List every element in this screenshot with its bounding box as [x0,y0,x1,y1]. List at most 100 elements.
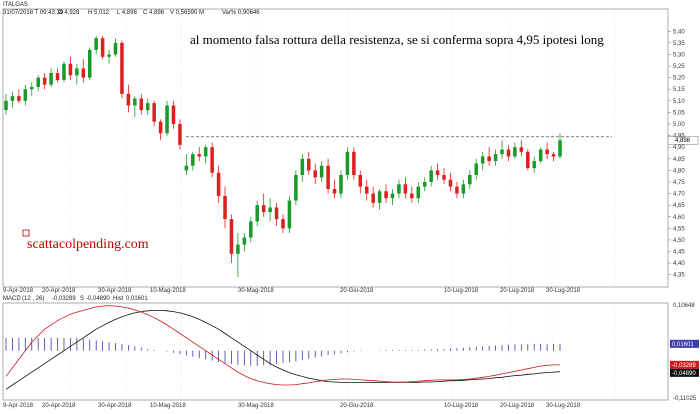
price-tick-label: 4,95 [673,134,685,140]
candle-body [442,175,446,180]
candle-body [49,73,53,85]
candle-body [551,154,556,157]
candle-body [332,188,337,194]
candle-body [126,93,131,106]
candle-body [352,151,356,176]
header-volume: V 0,56590 M [170,10,204,16]
candle-body [87,49,92,78]
macd-signal-value: -0,04890 [86,296,110,302]
candle-body [17,96,21,101]
macd-value-label: -0,03289 [672,363,696,369]
candle-body [410,193,414,199]
price-x-tick-label: 30-Lug-2018 [546,288,581,294]
macd-signal-prefix: S [80,296,84,302]
price-tick-label: 4,60 [673,215,685,221]
price-tick-label: 4,70 [673,192,685,198]
candle-body [371,193,375,203]
candle-body [133,98,137,106]
candle-body [42,77,47,85]
candle-body [36,77,40,87]
macd-value-label: 0,01601 [672,342,694,348]
candle-body [158,121,163,134]
macd-x-tick-label: 30-Lug-2018 [546,403,581,409]
price-tick-label: 5,00 [673,122,685,128]
macd-params: (12 , 26) [22,296,44,302]
candle-body [274,207,279,220]
macd-x-tick-label: 30-Mag-2018 [238,403,274,409]
macd-tick-label: -0,11025 [673,396,697,402]
candle-body [558,140,562,157]
price-tick-label: 4,50 [673,238,685,244]
header-low: L 4,898 [117,10,137,16]
candle-body [249,221,253,238]
price-y-ticks: 5,40 5,35 5,30 5,25 5,20 5,15 5,10 5,05 5,00 4,95… [668,29,685,279]
candle-body [300,158,305,176]
candle-body [397,184,401,194]
macd-right-labels: 0,01601 -0,03289 -0,04890 [670,339,699,377]
candle-body [145,103,150,111]
price-x-tick-label: 20-Apr-2018 [42,288,76,294]
price-tick-label: 4,35 [673,273,685,279]
price-grid [69,9,616,287]
candle-body [268,207,272,213]
price-tick-label: 5,25 [673,64,685,70]
price-tick-label: 5,35 [673,41,685,47]
macd-x-tick-label: 9-Apr-2018 [3,403,34,409]
candle-body [526,151,530,169]
candle-body [345,151,350,176]
candle-body [422,181,427,187]
macd-title: MACD [3,296,21,302]
price-x-tick-label: 20-Lug-2018 [500,288,535,294]
price-tick-label: 4,90 [673,145,685,151]
macd-histogram [5,337,561,366]
macd-line [5,305,560,386]
macd-x-tick-label: 30-Apr-2018 [98,403,132,409]
price-tick-label: 4,65 [673,203,685,209]
price-tick-label: 5,20 [673,76,685,82]
price-tick-label: 4,55 [673,226,685,232]
current-price-label: 4,898 [675,138,691,144]
candle-body [326,165,330,189]
candle-body [532,161,537,169]
macd-value: -0,03289 [52,296,76,302]
candle-body [358,175,363,187]
macd-signal-line [5,309,561,390]
candle-body [94,38,98,50]
header-datetime: 31/07/2018 T 09:43:39 [3,10,64,16]
price-x-tick-label: 10-Lug-2018 [444,288,479,294]
price-tick-label: 4,40 [673,261,685,267]
candle-body [120,42,124,94]
candle-body [23,89,28,101]
price-tick-label: 4,45 [673,250,685,256]
candle-body [165,105,169,134]
price-x-tick-label: 10-Mag-2018 [150,288,186,294]
candle-body [261,205,266,213]
macd-tick-label: 0,10648 [673,303,695,309]
price-x-tick-label: 30-Mag-2018 [238,288,274,294]
candle-body [62,63,66,80]
candle-body [242,237,247,245]
candle-body [461,184,466,194]
candle-body [152,103,156,122]
symbol-label: ITALGAS [3,2,28,8]
candle-body [448,179,453,187]
candle-body [223,195,227,220]
candle-body [435,170,440,176]
candle-body [281,219,285,229]
candle-body [197,154,202,157]
price-panel-frame [2,8,669,288]
candle-body [81,68,86,78]
candle-body [210,147,214,173]
candle-body [29,86,34,90]
candle-body [319,165,324,178]
candle-body [100,38,105,57]
candle-body [429,170,433,182]
candle-body [313,170,317,178]
macd-value-box [670,368,699,377]
header-close: C 4,898 [143,10,165,16]
candle-body [113,42,118,55]
price-tick-label: 4,75 [673,180,685,186]
current-price-box [667,135,699,145]
macd-value-label: -0,04890 [672,371,696,377]
candle-body [184,165,189,171]
